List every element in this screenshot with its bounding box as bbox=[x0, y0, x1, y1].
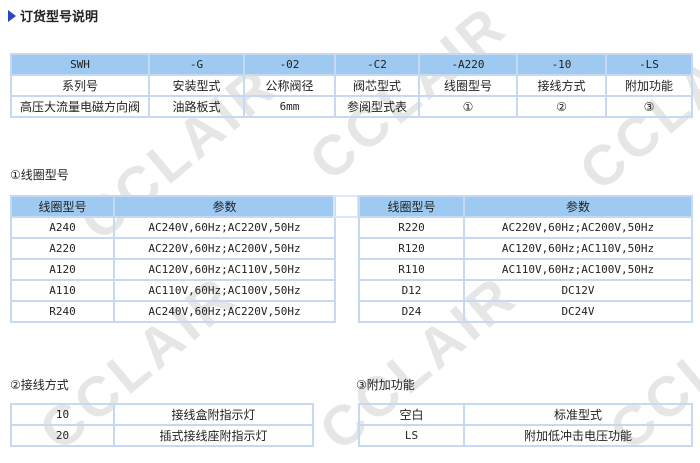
table-row: SWH -G -02 -C2 -A220 -10 -LS bbox=[10, 53, 693, 76]
table-header-row: 线圈型号 参数 bbox=[358, 195, 693, 218]
table-cell: 接线方式 bbox=[516, 74, 607, 97]
table-cell: A220 bbox=[10, 237, 115, 260]
table-cell: 插式接线座附指示灯 bbox=[113, 424, 314, 447]
table-row: A220 AC220V,60Hz;AC200V,50Hz bbox=[10, 237, 336, 260]
page-title-text: 订货型号说明 bbox=[20, 10, 99, 25]
table-cell: 标准型式 bbox=[463, 403, 693, 426]
table-cell: AC110V,60Hz;AC100V,50Hz bbox=[463, 258, 693, 281]
table-cell: DC12V bbox=[463, 279, 693, 302]
table-cell: 公称阀径 bbox=[243, 74, 336, 97]
table-cell: ② bbox=[516, 95, 607, 118]
table-row: A110 AC110V,60Hz;AC100V,50Hz bbox=[10, 279, 336, 302]
table-cell: D12 bbox=[358, 279, 465, 302]
table-cell: AC120V,60Hz;AC110V,50Hz bbox=[113, 258, 336, 281]
table-cell: R220 bbox=[358, 216, 465, 239]
table-cell: -C2 bbox=[334, 53, 420, 76]
table-row: R220 AC220V,60Hz;AC200V,50Hz bbox=[358, 216, 693, 239]
table-cell: AC120V,60Hz;AC110V,50Hz bbox=[463, 237, 693, 260]
table-row: A120 AC120V,60Hz;AC110V,50Hz bbox=[10, 258, 336, 281]
page-title: 订货型号说明 bbox=[8, 6, 98, 25]
table-cell: A110 bbox=[10, 279, 115, 302]
table-cell: A240 bbox=[10, 216, 115, 239]
table-cell: R240 bbox=[10, 300, 115, 323]
table-cell: DC24V bbox=[463, 300, 693, 323]
table-cell: 空白 bbox=[358, 403, 465, 426]
wiring-section-label: ②接线方式 bbox=[10, 378, 69, 392]
extra-section-label: ③附加功能 bbox=[356, 378, 415, 392]
table-cell: 6mm bbox=[243, 95, 336, 118]
table-cell: 参数 bbox=[463, 195, 693, 218]
coil-table-right: 线圈型号 参数 R220 AC220V,60Hz;AC200V,50Hz R120 AC1… bbox=[358, 195, 693, 323]
table-cell: -02 bbox=[243, 53, 336, 76]
table-row: 20 插式接线座附指示灯 bbox=[10, 424, 314, 447]
table-cell: AC220V,60Hz;AC200V,50Hz bbox=[113, 237, 336, 260]
table-cell: 参数 bbox=[113, 195, 336, 218]
table-row: A240 AC240V,60Hz;AC220V,50Hz bbox=[10, 216, 336, 239]
table-row: R110 AC110V,60Hz;AC100V,50Hz bbox=[358, 258, 693, 281]
table-cell: R110 bbox=[358, 258, 465, 281]
coil-section-label: ①线圈型号 bbox=[10, 168, 69, 182]
table-cell: ① bbox=[418, 95, 518, 118]
table-cell: 线圈型号 bbox=[358, 195, 465, 218]
table-cell: A120 bbox=[10, 258, 115, 281]
table-cell: -10 bbox=[516, 53, 607, 76]
table-cell: D24 bbox=[358, 300, 465, 323]
table-row: D24 DC24V bbox=[358, 300, 693, 323]
table-row: LS 附加低冲击电压功能 bbox=[358, 424, 693, 447]
table-row: R240 AC240V,60Hz;AC220V,50Hz bbox=[10, 300, 336, 323]
table-row: 高压大流量电磁方向阀 油路板式 6mm 参阅型式表 ① ② ③ bbox=[10, 95, 693, 118]
table-header-row: 线圈型号 参数 bbox=[10, 195, 336, 218]
table-cell: 线圈型号 bbox=[10, 195, 115, 218]
table-row: 10 接线盒附指示灯 bbox=[10, 403, 314, 426]
table-cell: 阀芯型式 bbox=[334, 74, 420, 97]
table-row: D12 DC12V bbox=[358, 279, 693, 302]
table-cell: 系列号 bbox=[10, 74, 150, 97]
table-row: R120 AC120V,60Hz;AC110V,50Hz bbox=[358, 237, 693, 260]
coil-table-gap bbox=[333, 195, 359, 218]
table-cell: 油路板式 bbox=[148, 95, 245, 118]
table-cell: AC220V,60Hz;AC200V,50Hz bbox=[463, 216, 693, 239]
table-cell: AC240V,60Hz;AC220V,50Hz bbox=[113, 216, 336, 239]
table-cell: SWH bbox=[10, 53, 150, 76]
table-cell: -A220 bbox=[418, 53, 518, 76]
table-cell: 附加低冲击电压功能 bbox=[463, 424, 693, 447]
coil-table-left: 线圈型号 参数 A240 AC240V,60Hz;AC220V,50Hz A220 AC2… bbox=[10, 195, 336, 323]
table-cell: AC110V,60Hz;AC100V,50Hz bbox=[113, 279, 336, 302]
table-cell: 20 bbox=[10, 424, 115, 447]
table-cell: 接线盒附指示灯 bbox=[113, 403, 314, 426]
extra-table: 空白 标准型式 LS 附加低冲击电压功能 bbox=[358, 403, 693, 447]
table-cell: -G bbox=[148, 53, 245, 76]
table-cell: LS bbox=[358, 424, 465, 447]
table-cell: 高压大流量电磁方向阀 bbox=[10, 95, 150, 118]
order-code-table: SWH -G -02 -C2 -A220 -10 -LS 系列号 安装型式 公称阀径 阀芯型式 线圈… bbox=[10, 53, 693, 118]
table-cell: R120 bbox=[358, 237, 465, 260]
table-cell: 线圈型号 bbox=[418, 74, 518, 97]
arrow-bullet-icon bbox=[8, 9, 16, 22]
wiring-table: 10 接线盒附指示灯 20 插式接线座附指示灯 bbox=[10, 403, 314, 447]
table-cell: 10 bbox=[10, 403, 115, 426]
table-cell: ③ bbox=[605, 95, 693, 118]
table-cell: 安装型式 bbox=[148, 74, 245, 97]
table-cell: 附加功能 bbox=[605, 74, 693, 97]
table-cell: 参阅型式表 bbox=[334, 95, 420, 118]
table-row: 系列号 安装型式 公称阀径 阀芯型式 线圈型号 接线方式 附加功能 bbox=[10, 74, 693, 97]
table-row: 空白 标准型式 bbox=[358, 403, 693, 426]
table-cell: -LS bbox=[605, 53, 693, 76]
table-cell: AC240V,60Hz;AC220V,50Hz bbox=[113, 300, 336, 323]
